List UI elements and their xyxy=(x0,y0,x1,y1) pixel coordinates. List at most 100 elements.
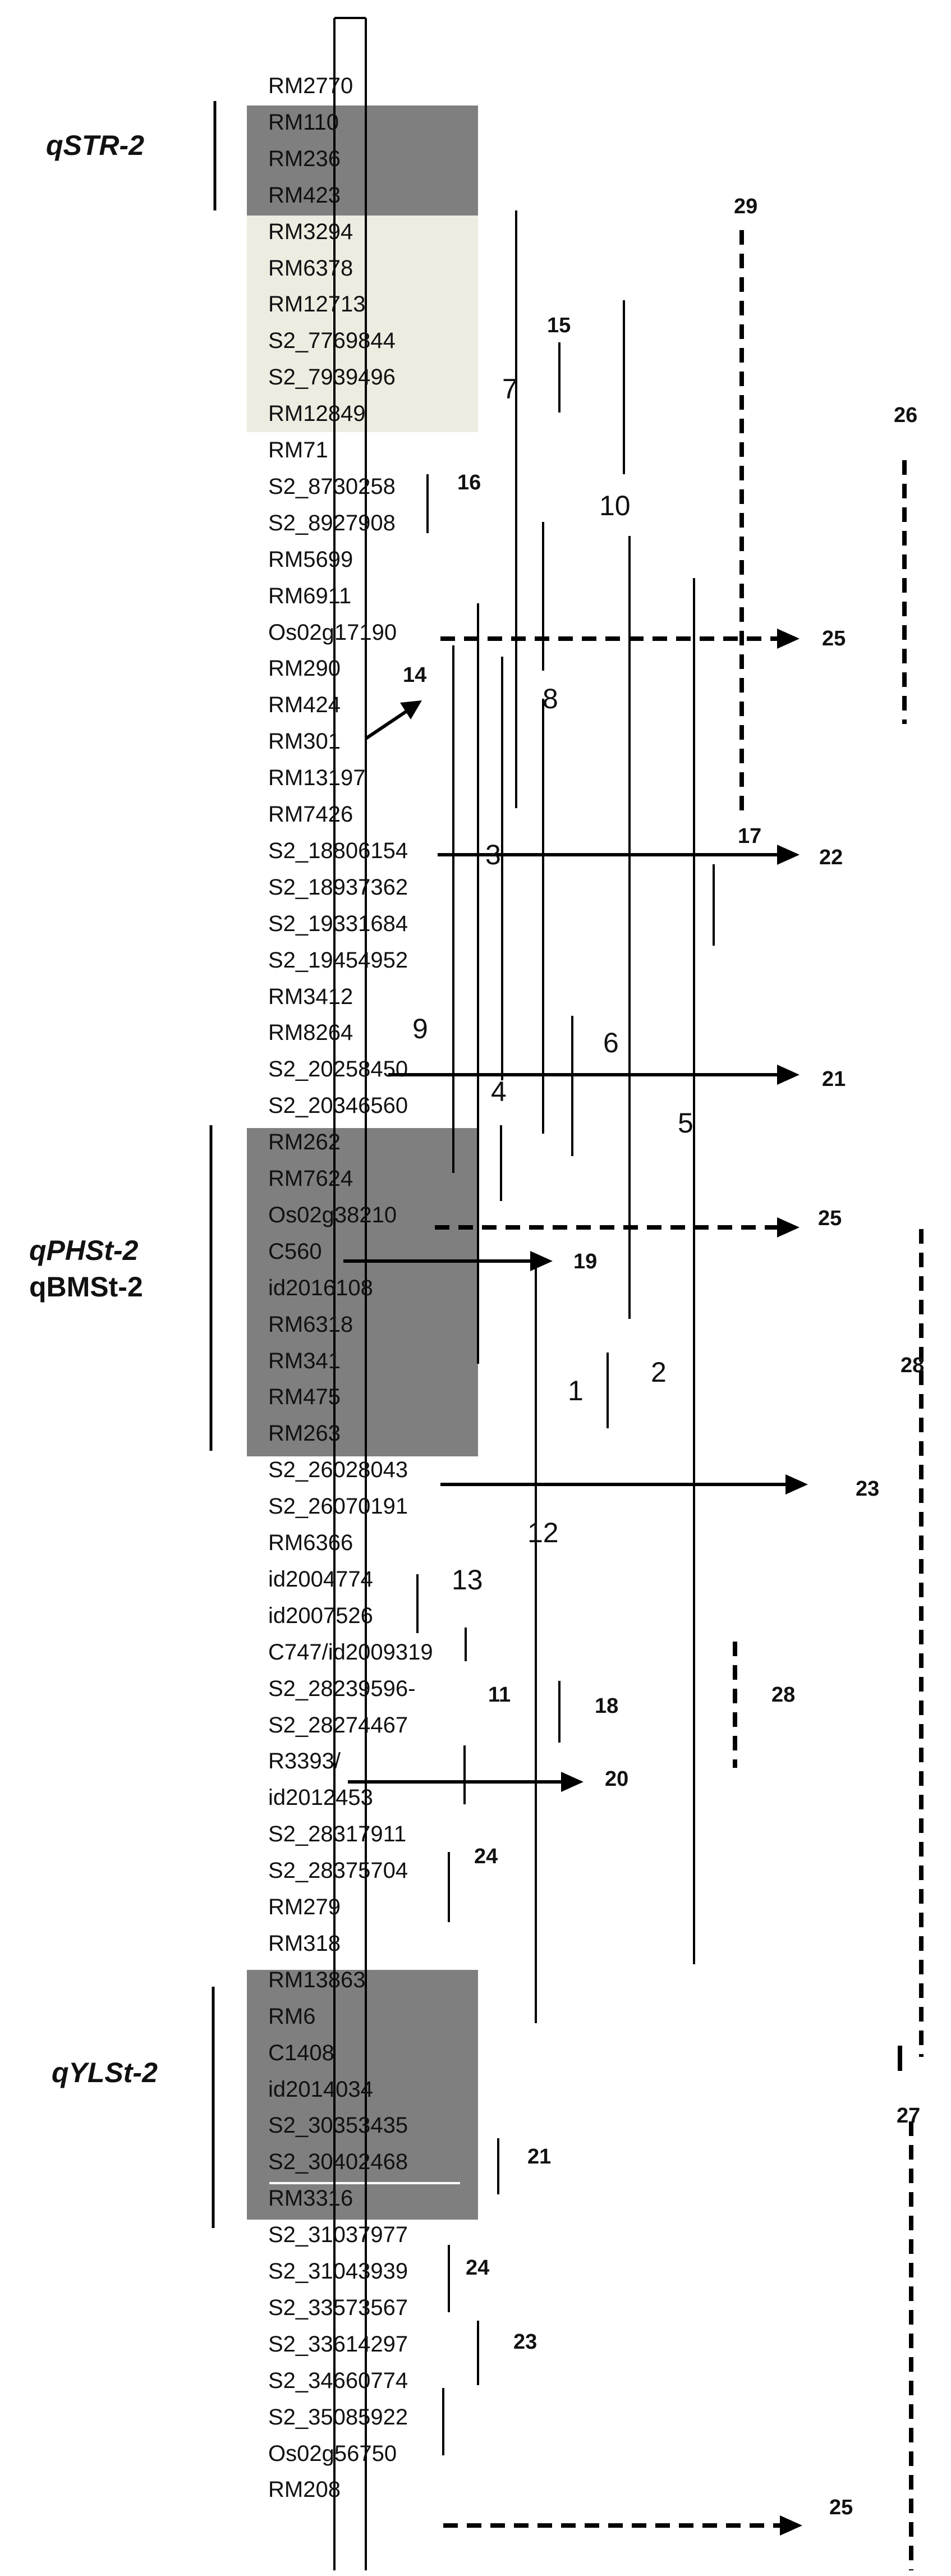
marker-label: RM3316 xyxy=(268,2186,353,2211)
marker-label: S2_19331684 xyxy=(268,911,408,936)
marker-label: RM290 xyxy=(268,656,341,681)
marker-label: S2_20346560 xyxy=(268,1093,408,1118)
arrowhead-23 xyxy=(785,1474,808,1495)
marker-label: C560 xyxy=(268,1239,322,1264)
marker-label: S2_34660774 xyxy=(268,2368,408,2393)
interval-number-8: 8 xyxy=(543,683,558,714)
interval-number-19: 19 xyxy=(573,1250,597,1273)
marker-label: S2_7769844 xyxy=(268,328,396,353)
interval-number-21a: 21 xyxy=(822,1067,846,1091)
marker-label: id2012453 xyxy=(268,1785,373,1810)
marker-label: RM13197 xyxy=(268,766,365,790)
marker-label: RM6366 xyxy=(268,1530,353,1555)
marker-label: RM262 xyxy=(268,1130,341,1154)
marker-label: RM12849 xyxy=(268,401,365,426)
arrowhead-25c xyxy=(780,2515,802,2536)
marker-label: S2_18806154 xyxy=(268,838,408,863)
marker-label: Os02g17190 xyxy=(268,620,397,645)
interval-number-4: 4 xyxy=(491,1076,507,1107)
arrowhead-19 xyxy=(530,1251,553,1271)
interval-number-24b: 24 xyxy=(466,2256,489,2280)
marker-label: RM423 xyxy=(268,183,341,208)
marker-label: RM6 xyxy=(268,2004,315,2029)
light-block xyxy=(247,216,478,432)
solid-arrows xyxy=(343,708,785,1784)
interval-number-23a: 23 xyxy=(856,1477,879,1501)
interval-number-6: 6 xyxy=(603,1027,619,1058)
marker-label: S2_20258450 xyxy=(268,1057,408,1081)
marker-label: id2014034 xyxy=(268,2077,373,2102)
marker-label: RM12713 xyxy=(268,292,365,317)
interval-number-27: 27 xyxy=(897,2104,920,2128)
interval-number-14: 14 xyxy=(403,663,426,687)
marker-label: RM6911 xyxy=(268,584,351,608)
interval-number-5: 5 xyxy=(678,1107,693,1139)
interval-number-13: 13 xyxy=(452,1564,483,1596)
marker-label: S2_30402468 xyxy=(268,2149,408,2174)
marker-label: Os02g56750 xyxy=(268,2441,397,2466)
qtl-label-ylst: qYLSt-2 xyxy=(52,2057,158,2088)
arrowhead-25a xyxy=(777,629,800,649)
interval-number-1: 1 xyxy=(568,1375,584,1406)
interval-number-21b: 21 xyxy=(527,2145,551,2169)
marker-label: S2_7939496 xyxy=(268,365,396,389)
interval-number-25c: 25 xyxy=(829,2496,853,2519)
interval-number-25a: 25 xyxy=(822,627,846,650)
marker-label: S2_8730258 xyxy=(268,474,396,499)
qtl-block-phst xyxy=(247,1128,478,1456)
marker-label: RM475 xyxy=(268,1385,341,1409)
arrow-heads xyxy=(400,629,808,2536)
marker-label: RM6378 xyxy=(268,256,353,281)
marker-label: S2_28239596- xyxy=(268,1676,415,1701)
qtl-label-str: qSTR-2 xyxy=(46,130,144,161)
marker-label: S2_26070191 xyxy=(268,1494,408,1519)
marker-label: RM13863 xyxy=(268,1968,365,1992)
qtl-label-bmst: qBMSt-2 xyxy=(29,1271,143,1303)
dashed-interval-lines xyxy=(435,230,924,2570)
marker-label: S2_33573567 xyxy=(268,2295,408,2320)
marker-label: S2_26028043 xyxy=(268,1457,408,1482)
marker-label: C1408 xyxy=(268,2041,334,2065)
marker-label: RM208 xyxy=(268,2477,341,2502)
marker-label: S2_8927908 xyxy=(268,511,396,535)
marker-label: Os02g38210 xyxy=(268,1203,397,1227)
marker-label: S2_18937362 xyxy=(268,875,408,900)
qtl-block-str xyxy=(247,106,478,216)
marker-label: RM3412 xyxy=(268,984,353,1009)
marker-label: C747/id2009319 xyxy=(268,1640,433,1665)
interval-number-28a: 28 xyxy=(771,1683,795,1707)
marker-label: S2_28274467 xyxy=(268,1713,408,1738)
arrowhead-25b xyxy=(777,1217,800,1237)
marker-label: S2_28375704 xyxy=(268,1858,408,1883)
marker-label: RM6318 xyxy=(268,1312,353,1337)
marker-label: RM263 xyxy=(268,1421,341,1446)
interval-number-16: 16 xyxy=(457,471,481,494)
marker-label: id2007526 xyxy=(268,1603,373,1628)
marker-label: RM7426 xyxy=(268,802,353,827)
marker-label: RM2770 xyxy=(268,74,353,98)
interval-number-29: 29 xyxy=(734,195,757,218)
marker-label: S2_19454952 xyxy=(268,948,408,973)
marker-label: id2016108 xyxy=(268,1276,373,1300)
interval-number-11: 11 xyxy=(488,1683,511,1707)
marker-label: RM341 xyxy=(268,1349,341,1373)
interval-number-15: 15 xyxy=(547,314,571,337)
marker-label: S2_31037977 xyxy=(268,2222,408,2247)
interval-number-26: 26 xyxy=(894,404,917,427)
interval-number-2: 2 xyxy=(651,1356,667,1388)
marker-label: RM236 xyxy=(268,146,341,171)
interval-number-25b: 25 xyxy=(818,1207,842,1230)
marker-label: RM279 xyxy=(268,1895,341,1919)
interval-number-9: 9 xyxy=(412,1013,428,1044)
marker-label: R3393/ xyxy=(268,1749,341,1773)
qtl-label-phst: qPHSt-2 xyxy=(29,1235,139,1266)
marker-label: RM318 xyxy=(268,1931,341,1956)
arrowhead-22 xyxy=(777,845,800,865)
marker-label: id2004774 xyxy=(268,1567,373,1592)
interval-number-18: 18 xyxy=(595,1694,618,1718)
interval-number-17: 17 xyxy=(738,824,761,848)
marker-label: S2_31043939 xyxy=(268,2259,408,2284)
interval-lines xyxy=(416,210,715,2455)
marker-label: RM301 xyxy=(268,729,341,754)
marker-label: RM110 xyxy=(268,110,339,135)
